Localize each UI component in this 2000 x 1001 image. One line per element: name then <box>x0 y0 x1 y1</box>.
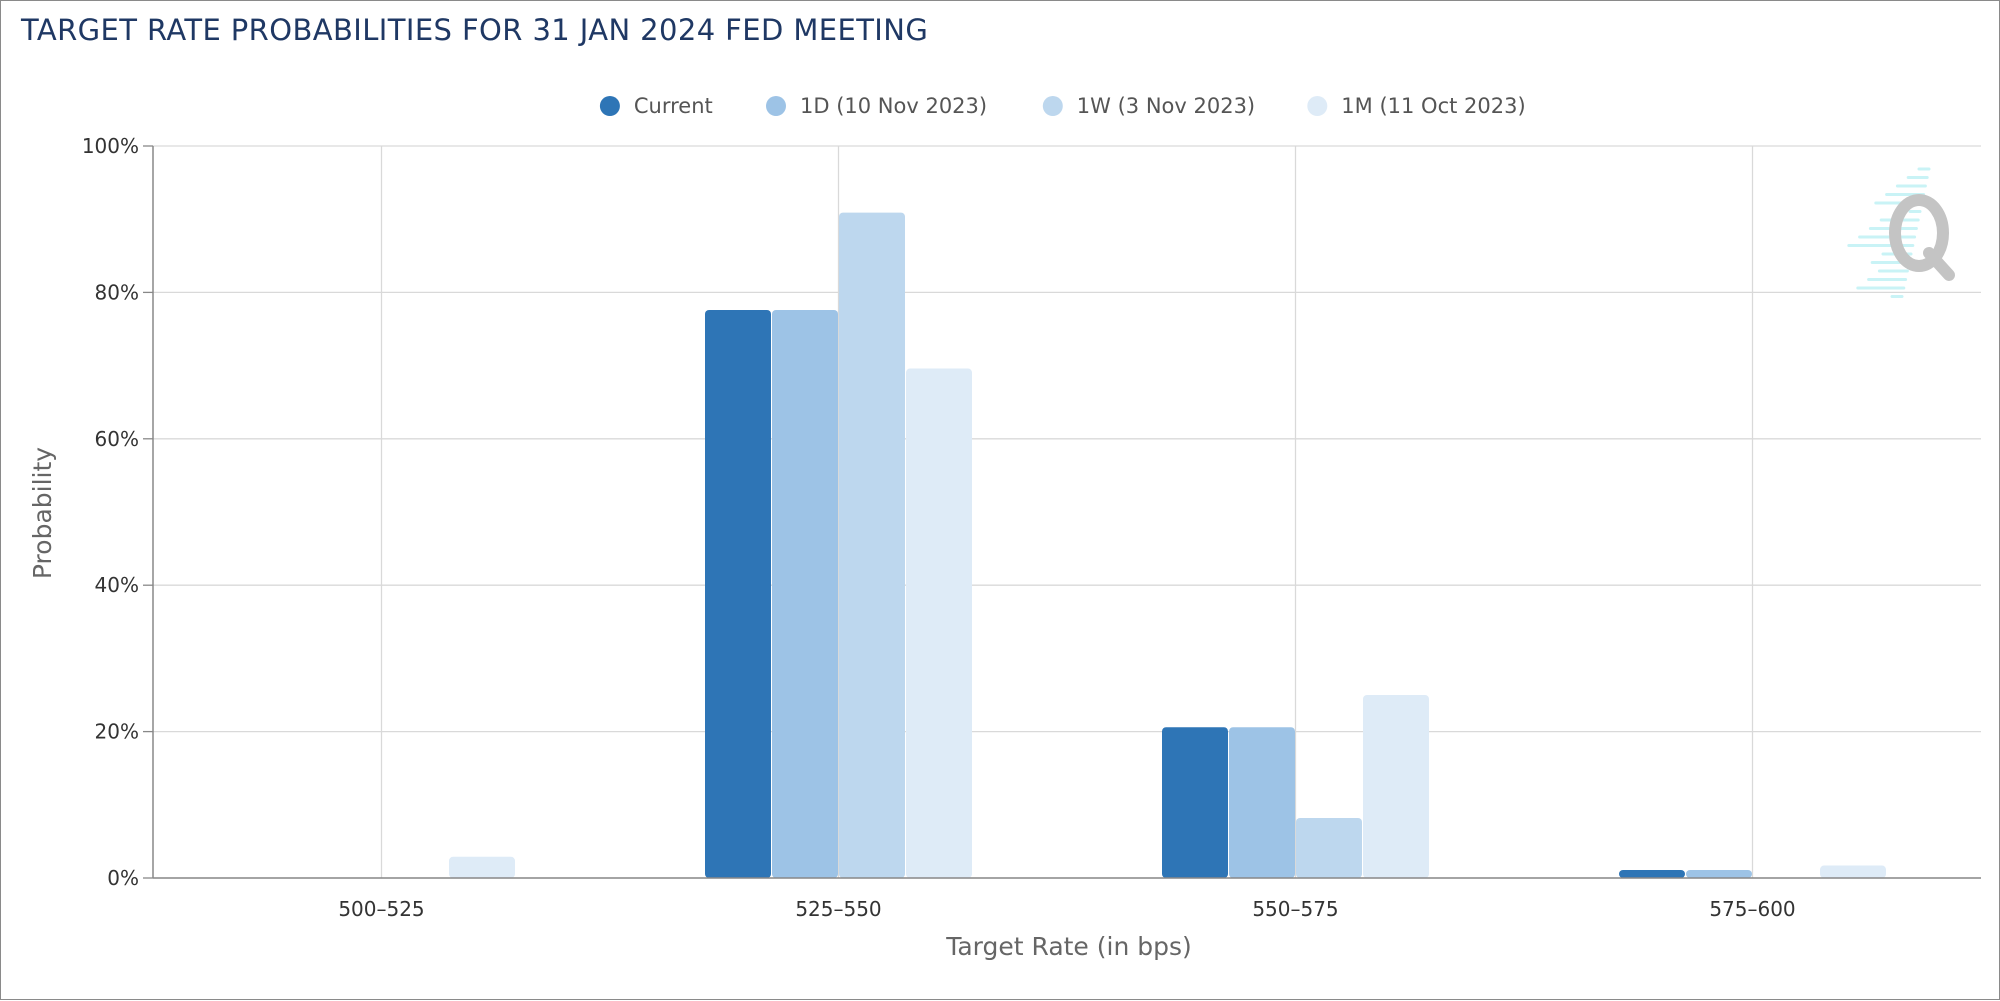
bars <box>449 212 1886 878</box>
legend-swatch <box>599 96 620 116</box>
y-tick-label: 20% <box>95 720 139 744</box>
bar-1m-550-575 <box>1363 695 1429 878</box>
x-tick-label: 500–525 <box>338 897 424 921</box>
legend-item: Current <box>599 94 713 118</box>
bar-1d-550-575 <box>1229 727 1295 878</box>
bar-1m-575-600 <box>1820 865 1886 878</box>
legend-swatch <box>766 96 786 116</box>
bar-1d-575-600 <box>1686 869 1752 878</box>
bar-current-550-575 <box>1162 727 1228 878</box>
bar-1w-525-550 <box>839 212 905 878</box>
chart-title: TARGET RATE PROBABILITIES FOR 31 JAN 202… <box>21 13 929 47</box>
x-tick-label: 525–550 <box>795 897 881 921</box>
legend-label: Current <box>634 94 713 118</box>
watermark-letter-q <box>1889 194 1949 272</box>
x-tick-label: 575–600 <box>1709 897 1795 921</box>
bar-1m-500-525 <box>449 856 515 878</box>
legend-label: 1D (10 Nov 2023) <box>800 94 987 118</box>
watermark-logo <box>1847 167 1955 298</box>
watermark-letter-q-tail <box>1923 247 1955 281</box>
y-tick-label: 40% <box>95 573 139 597</box>
axes <box>152 146 1981 879</box>
x-axis-title: Target Rate (in bps) <box>945 932 1192 961</box>
y-tick-label: 60% <box>95 427 139 451</box>
y-tick-label: 0% <box>107 866 139 890</box>
bar-1m-525-550 <box>906 368 972 878</box>
y-tick-label: 100% <box>82 134 139 158</box>
y-tick-label: 80% <box>95 280 139 304</box>
legend-label: 1M (11 Oct 2023) <box>1341 94 1525 118</box>
legend: Current 1D (10 Nov 2023) 1W (3 Nov 2023) 1M… <box>599 94 1526 118</box>
x-tick-label: 550–575 <box>1252 897 1338 921</box>
bar-1d-525-550 <box>772 309 838 878</box>
bar-current-575-600 <box>1619 869 1685 878</box>
bar-current-525-550 <box>705 309 771 878</box>
legend-swatch <box>1307 96 1328 116</box>
legend-item: 1M (11 Oct 2023) <box>1307 94 1526 118</box>
grid-lines <box>143 145 1981 879</box>
y-axis-title: Probability <box>28 447 57 579</box>
y-tick-labels: 0% 20% 40% 60% 80% 100% <box>82 134 139 890</box>
legend-label: 1W (3 Nov 2023) <box>1077 94 1255 118</box>
legend-swatch <box>1042 96 1063 116</box>
legend-item: 1D (10 Nov 2023) <box>766 94 987 118</box>
bar-1w-550-575 <box>1296 817 1362 878</box>
legend-item: 1W (3 Nov 2023) <box>1042 94 1255 118</box>
x-tick-labels: 500–525 525–550 550–575 575–600 <box>338 897 1795 921</box>
